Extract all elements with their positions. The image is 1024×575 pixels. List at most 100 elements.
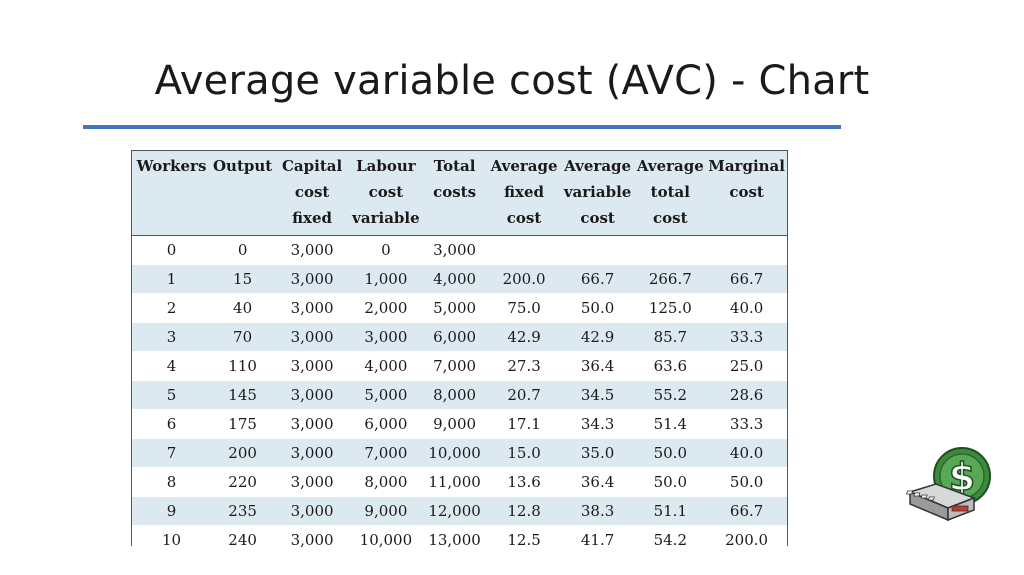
table-cell: 50.0: [634, 438, 707, 468]
column-header-line: Average: [636, 157, 704, 175]
table-cell: 50.0: [560, 293, 635, 323]
table-cell: 5: [132, 380, 211, 410]
table-cell: 55.2: [634, 380, 707, 410]
table-cell: 51.4: [634, 409, 707, 439]
table-cell: 63.6: [634, 351, 707, 381]
column-header-line: fixed: [292, 209, 333, 227]
table-body: 0 0 3,000 0 3,000 1 15 3,000 1,000 4,000 200.0 66.7…: [132, 235, 787, 555]
column-header: Average total cost: [634, 151, 707, 236]
column-header-line: Average: [490, 157, 558, 175]
table-cell: 50.0: [706, 467, 787, 497]
column-header-line: cost: [368, 183, 404, 201]
table-cell: 8: [132, 467, 211, 497]
table-cell: 5,000: [349, 380, 422, 410]
table-cell: 3,000: [349, 322, 422, 352]
table-cell: 17.1: [487, 409, 561, 439]
table-cell: 34.3: [560, 409, 635, 439]
table-cell: 200: [210, 438, 275, 468]
table-cell: 4,000: [349, 351, 422, 381]
table-cell: 15: [210, 264, 275, 294]
column-header-line: Labour: [356, 157, 416, 175]
table-cell: 75.0: [487, 293, 561, 323]
table-cell: 8,000: [349, 467, 422, 497]
title-underline: [83, 125, 841, 129]
table-cell: 54.2: [634, 525, 707, 555]
table-cell: 9,000: [421, 409, 488, 439]
table-cell: 3,000: [274, 438, 350, 468]
table-cell: 50.0: [634, 467, 707, 497]
table-cell: [634, 235, 707, 265]
table-cell: 3,000: [274, 351, 350, 381]
table-cell: 3,000: [421, 235, 488, 265]
table-cell: 36.4: [560, 467, 635, 497]
table-cell: 125.0: [634, 293, 707, 323]
table-cell: 7,000: [349, 438, 422, 468]
table-cell: 34.5: [560, 380, 635, 410]
table-cell: 85.7: [634, 322, 707, 352]
table-cell: 36.4: [560, 351, 635, 381]
column-header-line: Total: [433, 157, 476, 175]
column-header-line: Marginal: [708, 157, 785, 175]
column-header-line: variable: [563, 183, 632, 201]
table-row: 1 15 3,000 1,000 4,000 200.0 66.7 266.7 66.7: [132, 264, 787, 294]
table-row: 4 110 3,000 4,000 7,000 27.3 36.4 63.6 25.0: [132, 351, 787, 381]
table-cell: 66.7: [706, 496, 787, 526]
table-cell: 12.8: [487, 496, 561, 526]
table-row: 7 200 3,000 7,000 10,000 15.0 35.0 50.0 40.0: [132, 438, 787, 468]
table-cell: 3,000: [274, 293, 350, 323]
table-cell: 13,000: [421, 525, 488, 555]
table-cell: [560, 235, 635, 265]
table-cell: 27.3: [487, 351, 561, 381]
column-header-line: variable: [352, 209, 420, 227]
table-cell: 70: [210, 322, 275, 352]
column-header-line: total: [650, 183, 690, 201]
table-cell: 12.5: [487, 525, 561, 555]
table-cell: 10: [132, 525, 211, 555]
table-cell: 235: [210, 496, 275, 526]
table-cell: 28.6: [706, 380, 787, 410]
table-row: 6 175 3,000 6,000 9,000 17.1 34.3 51.4 33.3: [132, 409, 787, 439]
table-cell: 145: [210, 380, 275, 410]
table-cell: 9: [132, 496, 211, 526]
table-cell: 9,000: [349, 496, 422, 526]
table-cell: 66.7: [560, 264, 635, 294]
table-cell: 20.7: [487, 380, 561, 410]
table-cell: 200.0: [487, 264, 561, 294]
table-cell: 3,000: [274, 496, 350, 526]
table-cell: 266.7: [634, 264, 707, 294]
cost-table-container: Workers Output Capital cost fixed Labour cost v…: [131, 150, 788, 555]
table-row: 2 40 3,000 2,000 5,000 75.0 50.0 125.0 40.0: [132, 293, 787, 323]
table-row: 9 235 3,000 9,000 12,000 12.8 38.3 51.1 66.7: [132, 496, 787, 526]
column-header-line: cost: [506, 209, 542, 227]
table-cell: 33.3: [706, 409, 787, 439]
cash-register-dollar-icon: $: [906, 447, 991, 522]
table-row: 10 240 3,000 10,000 13,000 12.5 41.7 54.2 200.0: [132, 525, 787, 555]
header-row: Workers Output Capital cost fixed Labour cost v…: [132, 151, 787, 236]
table-cell: 220: [210, 467, 275, 497]
column-header-line: cost: [729, 183, 764, 201]
table-cell: [706, 235, 787, 265]
table-cell: 0: [349, 235, 422, 265]
table-cell: 6,000: [349, 409, 422, 439]
table-cell: 3,000: [274, 322, 350, 352]
column-header: Total costs: [421, 151, 488, 236]
table-cell: 40.0: [706, 293, 787, 323]
table-cell: 1: [132, 264, 211, 294]
table-cell: 38.3: [560, 496, 635, 526]
table-cell: 5,000: [421, 293, 488, 323]
table-cell: 175: [210, 409, 275, 439]
table-row: 3 70 3,000 3,000 6,000 42.9 42.9 85.7 33.3: [132, 322, 787, 352]
table-cell: 2,000: [349, 293, 422, 323]
table-cell: 240: [210, 525, 275, 555]
column-header: Marginal cost: [706, 151, 787, 236]
table-cell: 1,000: [349, 264, 422, 294]
column-header: Labour cost variable: [349, 151, 422, 236]
table-cell: 11,000: [421, 467, 488, 497]
table-cell: [487, 235, 561, 265]
table-header: Workers Output Capital cost fixed Labour cost v…: [132, 151, 787, 236]
table-cell: 25.0: [706, 351, 787, 381]
column-header-line: costs: [433, 183, 477, 201]
table-cell: 51.1: [634, 496, 707, 526]
table-cell: 35.0: [560, 438, 635, 468]
table-cell: 3,000: [274, 380, 350, 410]
